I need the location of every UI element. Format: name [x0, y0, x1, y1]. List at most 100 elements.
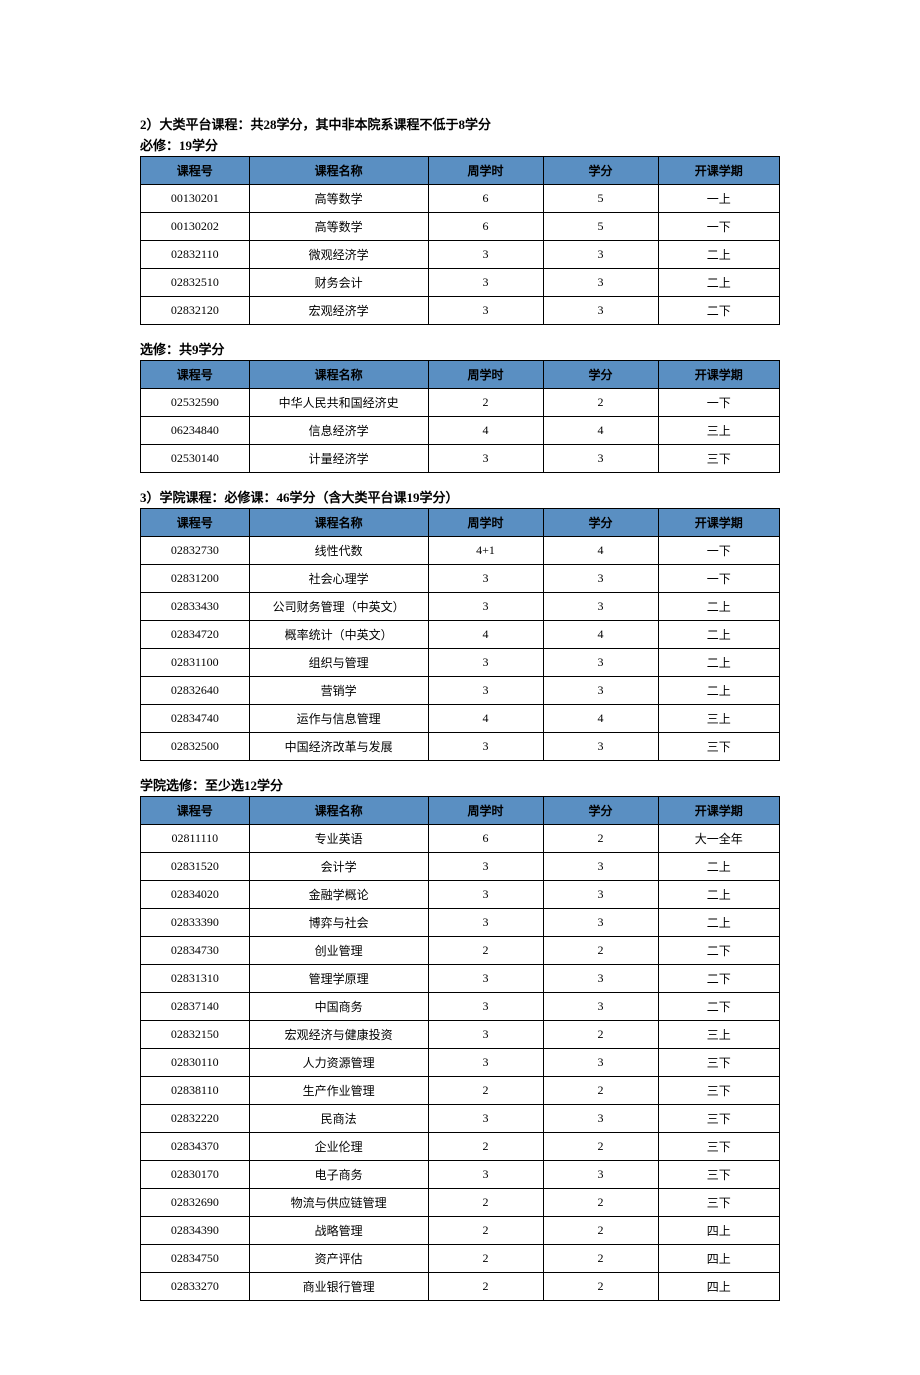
table-row: 02831520会计学33二上 — [141, 853, 780, 881]
cell: 计量经济学 — [249, 445, 428, 473]
cell: 02832640 — [141, 677, 250, 705]
cell: 2 — [543, 937, 658, 965]
cell: 四上 — [658, 1245, 779, 1273]
cell: 3 — [428, 853, 543, 881]
table-row: 02834730创业管理22二下 — [141, 937, 780, 965]
cell: 00130202 — [141, 213, 250, 241]
cell: 四上 — [658, 1217, 779, 1245]
cell: 微观经济学 — [249, 241, 428, 269]
cell: 商业银行管理 — [249, 1273, 428, 1301]
section-heading: 2）大类平台课程：共28学分，其中非本院系课程不低于8学分 — [140, 114, 780, 133]
cell: 2 — [543, 1245, 658, 1273]
table-row: 02832500中国经济改革与发展33三下 — [141, 733, 780, 761]
cell: 电子商务 — [249, 1161, 428, 1189]
table-row: 02834750资产评估22四上 — [141, 1245, 780, 1273]
cell: 02530140 — [141, 445, 250, 473]
course-table: 课程号课程名称周学时学分开课学期02532590中华人民共和国经济史22一下06… — [140, 360, 780, 473]
cell: 02834740 — [141, 705, 250, 733]
cell: 三下 — [658, 1105, 779, 1133]
table-row: 02831100组织与管理33二上 — [141, 649, 780, 677]
cell: 中国经济改革与发展 — [249, 733, 428, 761]
table-header-row: 课程号课程名称周学时学分开课学期 — [141, 797, 780, 825]
cell: 02832220 — [141, 1105, 250, 1133]
cell: 02811110 — [141, 825, 250, 853]
cell: 2 — [428, 1077, 543, 1105]
table-row: 02833430公司财务管理（中英文）33二上 — [141, 593, 780, 621]
cell: 3 — [428, 1105, 543, 1133]
table-row: 06234840信息经济学44三上 — [141, 417, 780, 445]
cell: 2 — [428, 1189, 543, 1217]
cell: 3 — [543, 593, 658, 621]
col-course_name: 课程名称 — [249, 361, 428, 389]
cell: 信息经济学 — [249, 417, 428, 445]
cell: 02832690 — [141, 1189, 250, 1217]
cell: 3 — [543, 269, 658, 297]
cell: 二下 — [658, 937, 779, 965]
cell: 3 — [428, 965, 543, 993]
col-semester: 开课学期 — [658, 361, 779, 389]
cell: 3 — [428, 909, 543, 937]
cell: 02831520 — [141, 853, 250, 881]
cell: 二下 — [658, 297, 779, 325]
cell: 一上 — [658, 185, 779, 213]
section-subheading: 选修：共9学分 — [140, 339, 780, 358]
cell: 2 — [543, 1133, 658, 1161]
cell: 一下 — [658, 389, 779, 417]
col-weekly_hours: 周学时 — [428, 157, 543, 185]
cell: 营销学 — [249, 677, 428, 705]
cell: 2 — [428, 1133, 543, 1161]
course-table: 课程号课程名称周学时学分开课学期02832730线性代数4+14一下028312… — [140, 508, 780, 761]
table-row: 02831200社会心理学33一下 — [141, 565, 780, 593]
cell: 4 — [543, 705, 658, 733]
cell: 宏观经济与健康投资 — [249, 1021, 428, 1049]
col-course_id: 课程号 — [141, 157, 250, 185]
cell: 三下 — [658, 733, 779, 761]
col-course_id: 课程号 — [141, 509, 250, 537]
table-row: 02834370企业伦理22三下 — [141, 1133, 780, 1161]
table-row: 02832690物流与供应链管理22三下 — [141, 1189, 780, 1217]
table-row: 02832220民商法33三下 — [141, 1105, 780, 1133]
cell: 3 — [543, 993, 658, 1021]
cell: 宏观经济学 — [249, 297, 428, 325]
cell: 3 — [543, 677, 658, 705]
table-row: 02831310管理学原理33二下 — [141, 965, 780, 993]
cell: 三下 — [658, 1189, 779, 1217]
cell: 2 — [543, 1217, 658, 1245]
cell: 2 — [428, 389, 543, 417]
cell: 4 — [428, 705, 543, 733]
cell: 大一全年 — [658, 825, 779, 853]
cell: 2 — [543, 1189, 658, 1217]
table-row: 02830110人力资源管理33三下 — [141, 1049, 780, 1077]
cell: 3 — [428, 269, 543, 297]
cell: 专业英语 — [249, 825, 428, 853]
cell: 3 — [428, 649, 543, 677]
cell: 运作与信息管理 — [249, 705, 428, 733]
cell: 财务会计 — [249, 269, 428, 297]
cell: 02833430 — [141, 593, 250, 621]
cell: 中华人民共和国经济史 — [249, 389, 428, 417]
cell: 3 — [543, 733, 658, 761]
cell: 三下 — [658, 445, 779, 473]
cell: 02830110 — [141, 1049, 250, 1077]
cell: 创业管理 — [249, 937, 428, 965]
cell: 2 — [428, 937, 543, 965]
table-row: 02830170电子商务33三下 — [141, 1161, 780, 1189]
cell: 3 — [428, 297, 543, 325]
cell: 02831100 — [141, 649, 250, 677]
cell: 02834390 — [141, 1217, 250, 1245]
cell: 管理学原理 — [249, 965, 428, 993]
cell: 3 — [428, 445, 543, 473]
table-row: 02834020金融学概论33二上 — [141, 881, 780, 909]
table-row: 02811110专业英语62大一全年 — [141, 825, 780, 853]
cell: 会计学 — [249, 853, 428, 881]
table-row: 02832110微观经济学33二上 — [141, 241, 780, 269]
table-row: 00130202高等数学65一下 — [141, 213, 780, 241]
cell: 2 — [428, 1245, 543, 1273]
cell: 02834730 — [141, 937, 250, 965]
table-row: 02530140计量经济学33三下 — [141, 445, 780, 473]
col-weekly_hours: 周学时 — [428, 509, 543, 537]
cell: 5 — [543, 185, 658, 213]
table-row: 02838110生产作业管理22三下 — [141, 1077, 780, 1105]
section-subheading: 学院选修：至少选12学分 — [140, 775, 780, 794]
cell: 组织与管理 — [249, 649, 428, 677]
